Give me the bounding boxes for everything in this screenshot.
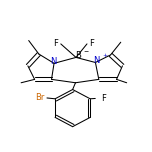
Text: N: N [50,57,56,66]
Text: F: F [53,39,58,48]
Text: +: + [102,53,107,58]
Text: N: N [93,56,99,65]
Text: B: B [75,51,81,60]
Text: Br: Br [35,93,44,102]
Text: F: F [102,94,106,103]
Text: F: F [89,39,94,48]
Text: −: − [83,48,88,54]
